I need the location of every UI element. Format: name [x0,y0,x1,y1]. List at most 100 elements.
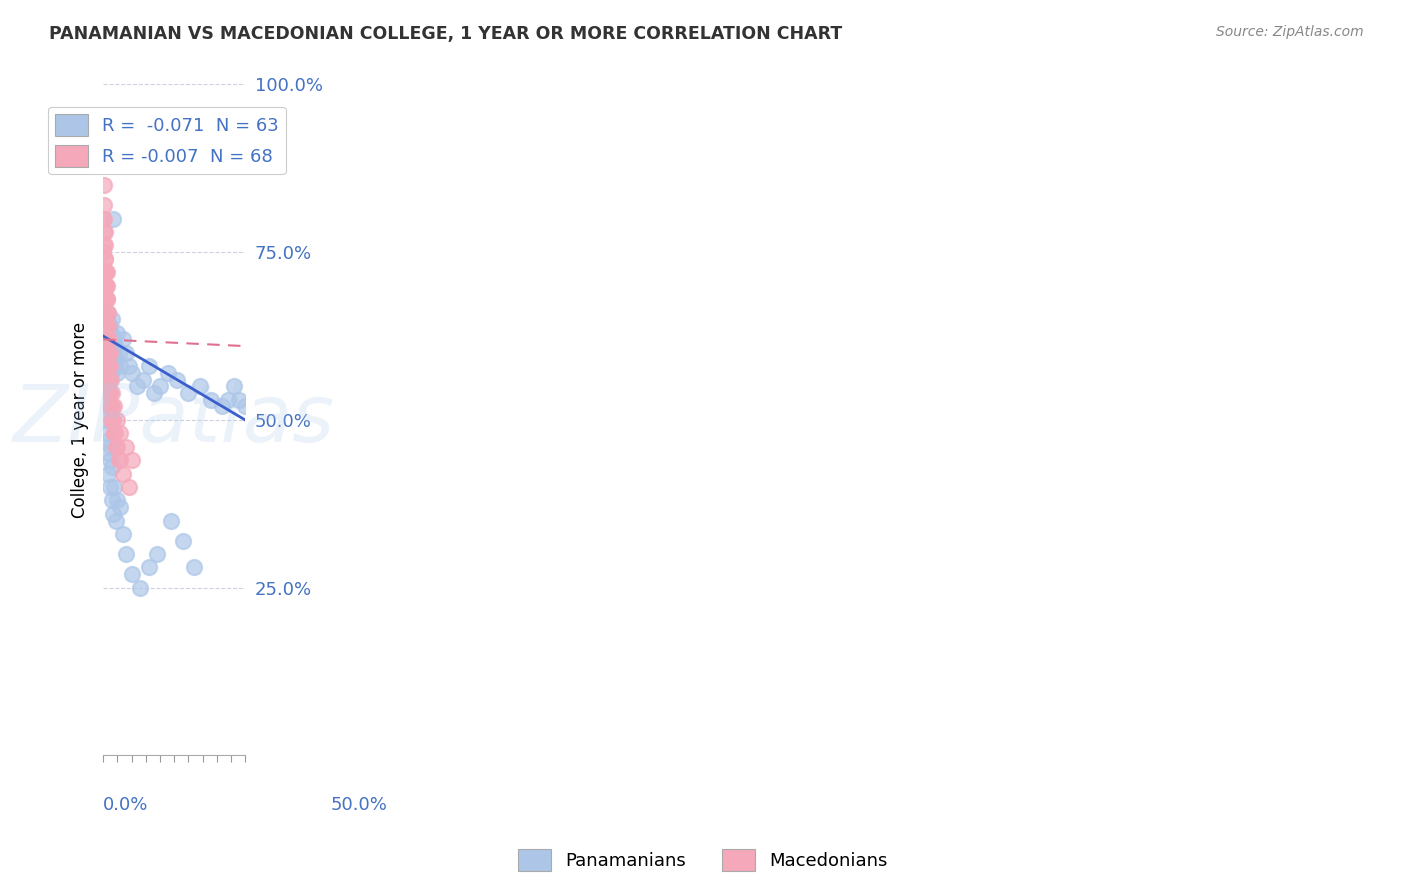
Point [96,326,118,340]
Point [96,292,118,306]
Point [97,359,120,374]
Point [94,158,117,172]
Point [97,305,120,319]
Point [94,318,117,333]
Point [100,386,122,401]
Point [146,547,169,561]
Point [100,413,122,427]
Point [105,493,128,508]
Point [93,211,115,226]
Point [93,225,115,239]
Point [96,278,118,293]
Point [160,514,183,528]
Point [149,379,172,393]
Point [105,440,128,454]
Point [121,453,143,467]
Point [100,352,122,367]
Point [97,373,120,387]
Point [222,379,245,393]
Y-axis label: College, 1 year or more: College, 1 year or more [72,322,89,518]
Point [172,533,194,548]
Point [96,373,118,387]
Point [96,332,118,346]
Point [97,346,120,360]
Point [118,480,141,494]
Point [100,366,122,380]
Point [97,318,120,333]
Point [233,400,256,414]
Text: Source: ZipAtlas.com: Source: ZipAtlas.com [1216,25,1364,39]
Point [94,265,117,279]
Point [93,178,115,192]
Point [115,440,138,454]
Point [96,318,118,333]
Point [101,400,124,414]
Point [103,359,125,374]
Point [200,392,222,407]
Point [108,453,131,467]
Point [104,339,127,353]
Point [93,265,115,279]
Point [108,500,131,515]
Point [94,292,117,306]
Point [97,305,120,319]
Point [93,245,115,260]
Point [94,292,117,306]
Point [93,211,115,226]
Point [97,446,120,460]
Point [143,386,166,401]
Point [166,373,188,387]
Point [98,332,121,346]
Point [103,507,125,521]
Point [94,278,117,293]
Point [101,312,124,326]
Point [111,332,134,346]
Point [93,332,115,346]
Point [96,292,118,306]
Point [132,373,155,387]
Point [98,453,121,467]
Point [98,346,121,360]
Point [135,145,157,159]
Point [105,326,128,340]
Point [97,346,120,360]
Point [107,453,129,467]
Point [104,352,127,367]
Point [108,359,131,374]
Point [94,339,117,353]
Point [100,440,122,454]
Point [108,426,131,441]
Point [98,386,121,401]
Point [98,400,121,414]
Point [98,359,121,374]
Point [93,238,115,252]
Legend: R =  -0.071  N = 63, R = -0.007  N = 68: R = -0.071 N = 63, R = -0.007 N = 68 [48,107,285,175]
Point [94,305,117,319]
Point [94,278,117,293]
Point [105,440,128,454]
Point [98,346,121,360]
Point [96,332,118,346]
Point [97,346,120,360]
Point [96,305,118,319]
Point [103,332,125,346]
Point [129,581,152,595]
Text: ZIPatlas: ZIPatlas [13,381,335,458]
Point [100,413,122,427]
Point [97,359,120,374]
Point [93,379,115,393]
Point [96,312,118,326]
Point [188,379,211,393]
Point [115,346,138,360]
Point [157,366,180,380]
Text: 0.0%: 0.0% [103,796,149,814]
Point [115,547,138,561]
Point [97,332,120,346]
Point [107,346,129,360]
Point [94,359,117,374]
Point [111,467,134,481]
Point [93,312,115,326]
Point [96,265,118,279]
Point [96,278,118,293]
Point [138,359,160,374]
